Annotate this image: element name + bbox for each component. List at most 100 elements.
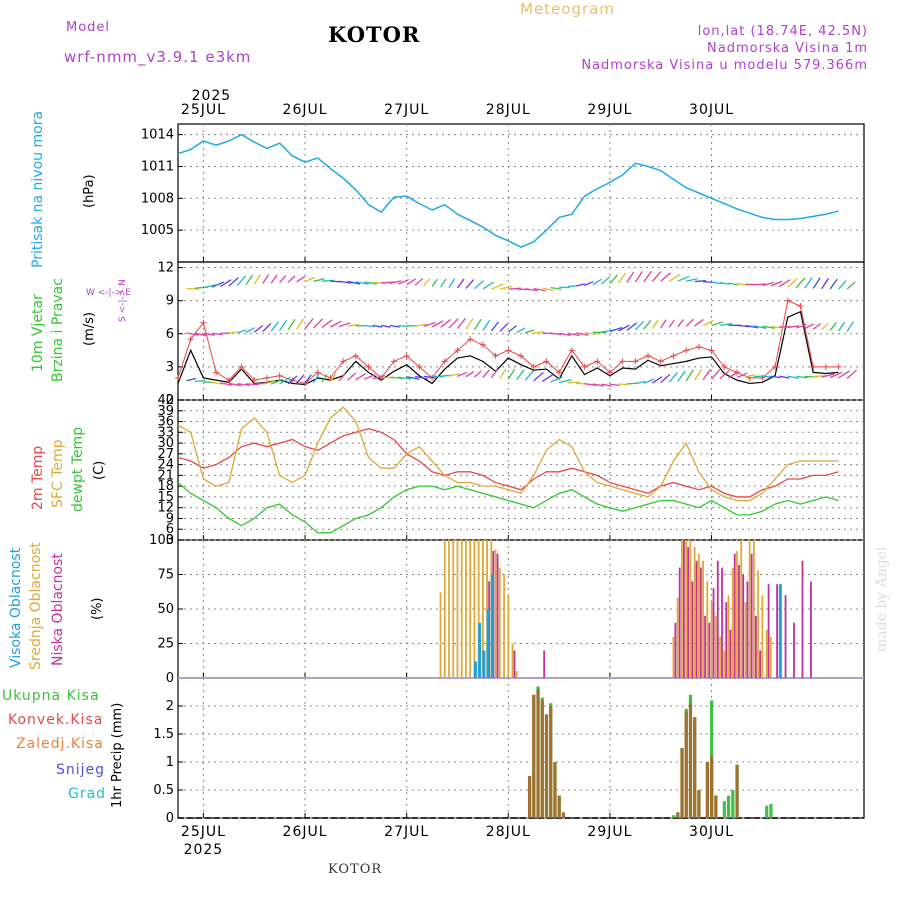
cloud-tick-label: 50 xyxy=(157,602,174,617)
wind-arrow xyxy=(593,279,602,285)
precip-conv-bar xyxy=(532,695,535,818)
wind-arrow xyxy=(652,272,661,282)
precip-tick-label: 0.5 xyxy=(153,783,174,798)
pressure-tick-label: 1008 xyxy=(141,191,174,206)
precip-conv-bar xyxy=(689,703,692,818)
precip-conv-bar xyxy=(545,714,548,818)
wind-arrow xyxy=(762,376,771,377)
year-label-bottom: 2025 xyxy=(184,842,224,858)
wind-arrow xyxy=(712,370,720,379)
gust-marker xyxy=(632,358,638,364)
wind-arrow xyxy=(661,320,666,328)
wind-arrow xyxy=(644,320,651,329)
precip-conv-bar xyxy=(562,812,565,818)
date-label-bottom: 29JUL xyxy=(587,824,632,840)
wind-arrow xyxy=(839,371,850,378)
meteogram-chart: 25JUL25JUL26JUL26JUL27JUL27JUL28JUL28JUL… xyxy=(0,0,900,900)
wind-arrow xyxy=(305,318,313,328)
wind-arrow xyxy=(695,369,702,380)
temp-2m-line xyxy=(178,429,839,497)
precip-conv-bar xyxy=(697,790,700,818)
precip-conv-bar xyxy=(710,756,713,818)
wind-arrow xyxy=(415,278,423,285)
wind-arrow xyxy=(347,373,355,380)
precip-total-bar xyxy=(727,796,730,818)
wind-arrow xyxy=(644,271,652,281)
wind-arrow xyxy=(635,321,643,329)
wind-arrow xyxy=(271,275,277,283)
wind-arrow xyxy=(246,328,255,333)
gust-marker xyxy=(645,353,651,359)
precip-conv-bar xyxy=(735,765,738,818)
wind-arrow xyxy=(822,278,829,288)
wind-arrow xyxy=(449,279,455,288)
wind-arrow xyxy=(686,370,693,381)
wind-arrow xyxy=(703,369,711,379)
wind-arrow xyxy=(517,328,526,332)
cloud-tick-label: 75 xyxy=(157,568,174,583)
gust-marker xyxy=(696,344,702,350)
wind-arrow xyxy=(474,281,483,289)
wind-arrow xyxy=(542,374,553,381)
wind-arrow xyxy=(271,322,278,331)
gust-marker xyxy=(277,373,283,379)
wind-arrow xyxy=(441,320,451,328)
wind-arrow xyxy=(847,282,855,289)
wind-arrow xyxy=(720,370,729,378)
wind-arrow xyxy=(474,371,481,377)
precip-conv-bar xyxy=(558,796,561,818)
wind-arrow xyxy=(585,282,594,286)
wind-arrow xyxy=(500,324,508,332)
wind-arrow xyxy=(695,319,704,326)
precip-conv-bar xyxy=(693,717,696,818)
wind-arrow xyxy=(805,278,813,289)
wind-arrow xyxy=(263,275,269,284)
wind-arrow xyxy=(601,277,609,284)
gust-marker xyxy=(683,347,689,353)
date-label-top: 26JUL xyxy=(283,102,328,118)
wind-arrow xyxy=(678,371,686,381)
precip-conv-bar xyxy=(528,776,531,818)
wind-arrow xyxy=(813,278,820,289)
wind-arrow xyxy=(779,280,790,287)
date-label-top: 29JUL xyxy=(587,102,632,118)
precip-tick-label: 1.5 xyxy=(153,727,174,742)
wind-arrow xyxy=(534,332,544,333)
pressure-tick-label: 1014 xyxy=(141,128,174,143)
wind-arrow xyxy=(280,276,286,283)
temp-tick-label: 42 xyxy=(157,393,174,408)
wind-arrow xyxy=(517,370,524,380)
gust-marker xyxy=(213,369,219,375)
wind-arrow xyxy=(457,279,464,288)
wind-arrow xyxy=(847,322,853,332)
wind-arrow xyxy=(314,319,323,328)
wind-tick-label: 3 xyxy=(166,360,174,375)
wind-tick-label: 9 xyxy=(166,294,174,309)
wind-arrow xyxy=(466,372,474,377)
wind-arrow xyxy=(652,320,658,329)
wind-arrow xyxy=(254,275,260,285)
date-label-bottom: 28JUL xyxy=(486,824,531,840)
wind-arrow xyxy=(237,276,245,285)
wind-arrow xyxy=(229,278,239,286)
precip-conv-bar xyxy=(714,796,717,818)
wind-arrow xyxy=(813,324,820,330)
wind-arrow xyxy=(466,280,474,289)
wind-arrow xyxy=(610,384,620,385)
precip-conv-bar xyxy=(680,748,683,818)
wind-arrow xyxy=(390,325,400,327)
precip-conv-bar xyxy=(676,812,679,818)
wind-arrow xyxy=(754,376,764,377)
wind-arrow xyxy=(500,369,506,379)
wind-arrow xyxy=(432,279,437,286)
wind-arrow xyxy=(669,274,680,281)
date-label-bottom: 25JUL xyxy=(181,824,226,840)
wind-arrow xyxy=(398,280,409,285)
precip-conv-bar xyxy=(536,689,539,818)
wind-arrow xyxy=(297,276,305,281)
wind-arrow xyxy=(559,287,569,288)
gust-marker xyxy=(836,364,842,370)
precip-conv-bar xyxy=(706,762,709,818)
wind-arrow xyxy=(686,319,693,326)
year-label-top: 2025 xyxy=(192,88,232,104)
